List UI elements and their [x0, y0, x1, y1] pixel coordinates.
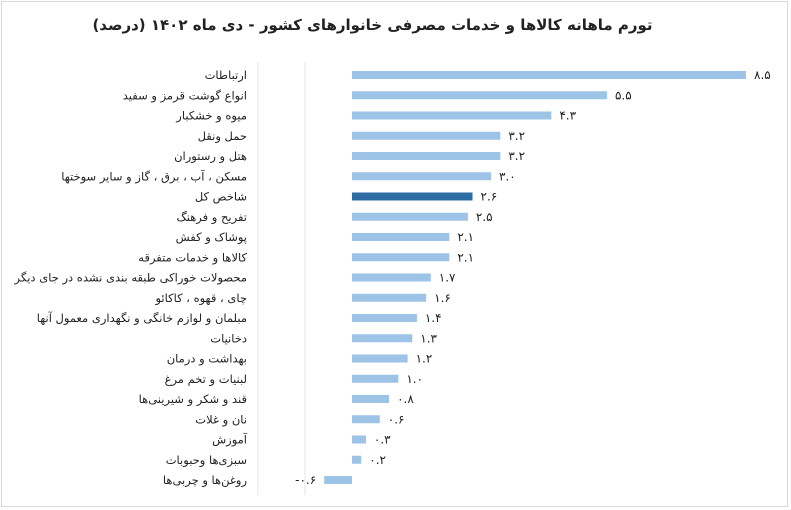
data-label: ۳.۲	[508, 129, 525, 143]
bar	[352, 314, 417, 322]
bar	[352, 415, 380, 424]
bar	[352, 273, 431, 282]
category-label: لبنیات و تخم مرغ	[165, 372, 247, 387]
category-label: شاخص کل	[195, 190, 247, 205]
category-label: آموزش	[212, 433, 248, 448]
data-label: ۱.۴	[425, 311, 442, 325]
bar	[352, 192, 473, 201]
bar	[352, 233, 450, 241]
data-label: ۱.۷	[439, 271, 456, 285]
data-label: ۲.۱	[457, 230, 474, 244]
bar	[352, 152, 501, 160]
category-label: کالاها و خدمات متفرقه	[138, 250, 247, 265]
data-label: ۲.۵	[476, 210, 493, 224]
bar	[352, 455, 362, 464]
category-label: بهداشت و درمان	[167, 352, 247, 367]
data-label: ۲.۶	[481, 190, 498, 204]
category-label: هتل و رستوران	[174, 149, 247, 164]
category-label: تفریح و فرهنگ	[176, 210, 247, 225]
bar	[352, 374, 399, 383]
category-label: روغن‌ها و چربی‌ها	[163, 473, 247, 488]
data-label: ۱.۰	[406, 372, 423, 386]
bar	[352, 435, 366, 444]
category-label: چای ، قهوه ، کاکائو	[154, 291, 247, 306]
data-label: ۱.۳	[420, 331, 437, 345]
bar	[352, 111, 552, 120]
data-label: -۰.۶	[295, 473, 316, 487]
category-label: ارتباطات	[205, 68, 247, 83]
data-label: ۱.۶	[434, 291, 451, 305]
category-label: انواع گوشت قرمز و سفید	[123, 88, 247, 103]
category-label: سبزی‌ها وحبوبات	[166, 453, 247, 468]
chart-title: تورم ماهانه کالاها و خدمات مصرفی خانواره…	[92, 16, 653, 34]
data-label: ۴.۳	[559, 109, 576, 123]
category-label: میوه و خشکبار	[175, 109, 247, 124]
bar	[352, 395, 390, 403]
data-label: ۳.۲	[508, 149, 525, 163]
bar	[352, 334, 413, 343]
bar	[324, 476, 352, 484]
data-label: ۸.۵	[754, 68, 771, 82]
bar	[352, 253, 450, 262]
data-label: ۲.۱	[457, 250, 474, 264]
category-label: دخانیات	[210, 331, 247, 345]
data-label: ۰.۸	[397, 392, 414, 406]
bar	[352, 293, 427, 302]
bar	[352, 91, 607, 100]
category-label: نان و غلات	[195, 412, 247, 427]
category-label: پوشاک و کفش	[176, 230, 247, 245]
category-label: مسکن ، آب ، برق ، گاز و سایر سوختها	[61, 169, 247, 184]
data-label: ۰.۶	[388, 412, 405, 426]
data-label: ۵.۵	[615, 88, 632, 102]
bar	[352, 172, 492, 181]
data-label: ۰.۲	[369, 453, 386, 467]
category-label: محصولات خوراکی طبقه بندی نشده در جای دیگ…	[14, 271, 247, 286]
bar	[352, 354, 408, 363]
category-label: قند و شکر و شیرینی‌ها	[139, 392, 247, 407]
data-label: ۱.۲	[416, 352, 433, 366]
data-label: ۳.۰	[499, 169, 516, 183]
bar	[352, 71, 746, 79]
data-label: ۰.۳	[374, 433, 391, 447]
bar	[352, 212, 468, 221]
bar	[352, 131, 501, 140]
category-label: حمل ونقل	[198, 129, 247, 144]
category-label: مبلمان و لوازم خانگی و نگهداری معمول آنه…	[37, 311, 247, 326]
